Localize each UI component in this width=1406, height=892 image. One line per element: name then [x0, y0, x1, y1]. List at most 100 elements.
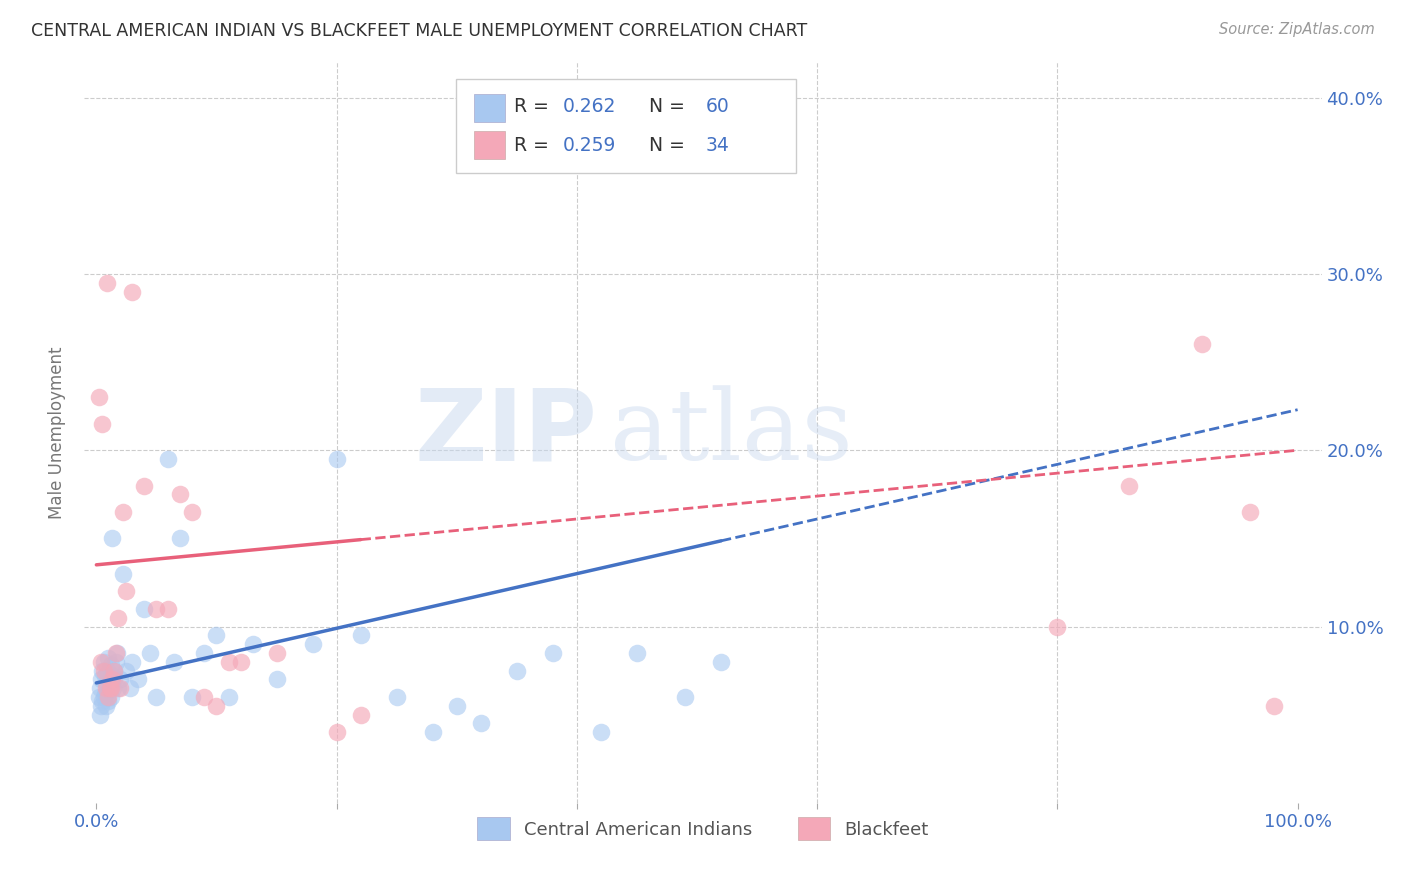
Point: [139, 646, 162, 660]
Y-axis label: Male Unemployment: Male Unemployment: [48, 346, 66, 519]
Point: [101, 673, 124, 687]
Point: [134, 602, 156, 616]
Point: [93, 664, 115, 678]
Point: [101, 532, 124, 546]
Point: [181, 505, 204, 519]
Point: [94, 686, 117, 700]
Point: [145, 602, 167, 616]
Text: 60: 60: [706, 97, 730, 116]
Point: [121, 655, 143, 669]
Point: [506, 664, 529, 678]
Point: [97, 690, 120, 704]
Point: [181, 690, 204, 704]
Point: [266, 673, 288, 687]
Point: [94, 681, 117, 696]
Legend: Central American Indians, Blackfeet: Central American Indians, Blackfeet: [468, 808, 938, 849]
Point: [104, 646, 127, 660]
Point: [169, 532, 191, 546]
Point: [1239, 505, 1261, 519]
Point: [87, 690, 110, 704]
Point: [94, 669, 117, 683]
Point: [193, 646, 215, 660]
Text: ZIP: ZIP: [415, 384, 598, 481]
Point: [96, 690, 118, 704]
Point: [157, 602, 180, 616]
Point: [115, 664, 138, 678]
Point: [103, 673, 125, 687]
Point: [103, 664, 125, 678]
Text: CENTRAL AMERICAN INDIAN VS BLACKFEET MALE UNEMPLOYMENT CORRELATION CHART: CENTRAL AMERICAN INDIAN VS BLACKFEET MAL…: [31, 22, 807, 40]
Point: [163, 655, 186, 669]
Point: [105, 646, 128, 660]
Point: [90, 655, 112, 669]
Point: [91, 693, 114, 707]
Point: [89, 707, 111, 722]
Point: [98, 681, 121, 696]
Point: [1046, 619, 1069, 633]
Point: [107, 610, 129, 624]
Point: [350, 628, 373, 642]
Point: [470, 716, 492, 731]
Point: [100, 658, 122, 673]
Point: [97, 651, 120, 665]
FancyBboxPatch shape: [474, 94, 505, 121]
Point: [218, 690, 240, 704]
FancyBboxPatch shape: [474, 130, 505, 159]
Text: 34: 34: [706, 136, 730, 155]
Point: [103, 681, 125, 696]
Text: R =: R =: [513, 136, 554, 155]
Point: [350, 707, 373, 722]
Point: [1191, 337, 1213, 351]
Point: [673, 690, 696, 704]
Point: [710, 655, 733, 669]
Point: [385, 690, 408, 704]
Point: [100, 690, 122, 704]
Point: [101, 669, 124, 683]
Point: [110, 673, 132, 687]
Point: [96, 664, 118, 678]
Point: [1118, 478, 1140, 492]
Point: [100, 681, 122, 696]
Point: [118, 681, 141, 696]
Point: [626, 646, 648, 660]
Point: [89, 681, 111, 696]
Point: [134, 478, 156, 492]
Point: [107, 681, 129, 696]
Point: [87, 390, 110, 404]
Point: [242, 637, 264, 651]
Point: [1263, 698, 1285, 713]
Point: [145, 690, 167, 704]
Point: [93, 690, 115, 704]
Text: N =: N =: [637, 136, 692, 155]
Point: [301, 637, 323, 651]
Point: [229, 655, 252, 669]
Point: [98, 681, 121, 696]
Text: Source: ZipAtlas.com: Source: ZipAtlas.com: [1219, 22, 1375, 37]
Point: [446, 698, 468, 713]
Point: [104, 655, 127, 669]
Point: [193, 690, 215, 704]
Point: [90, 698, 112, 713]
Point: [93, 655, 115, 669]
Point: [96, 276, 118, 290]
Point: [218, 655, 240, 669]
Point: [91, 417, 114, 431]
Point: [103, 664, 125, 678]
Point: [541, 646, 564, 660]
Point: [115, 584, 138, 599]
Point: [111, 505, 134, 519]
Point: [422, 725, 444, 739]
Point: [94, 698, 117, 713]
Point: [90, 673, 112, 687]
Point: [205, 628, 228, 642]
Text: R =: R =: [513, 97, 554, 116]
Point: [97, 693, 120, 707]
Point: [325, 452, 347, 467]
Text: atlas: atlas: [610, 384, 853, 481]
Point: [589, 725, 612, 739]
Point: [98, 673, 121, 687]
FancyBboxPatch shape: [456, 78, 796, 173]
Point: [325, 725, 347, 739]
Text: 0.262: 0.262: [564, 97, 617, 116]
Point: [127, 673, 149, 687]
